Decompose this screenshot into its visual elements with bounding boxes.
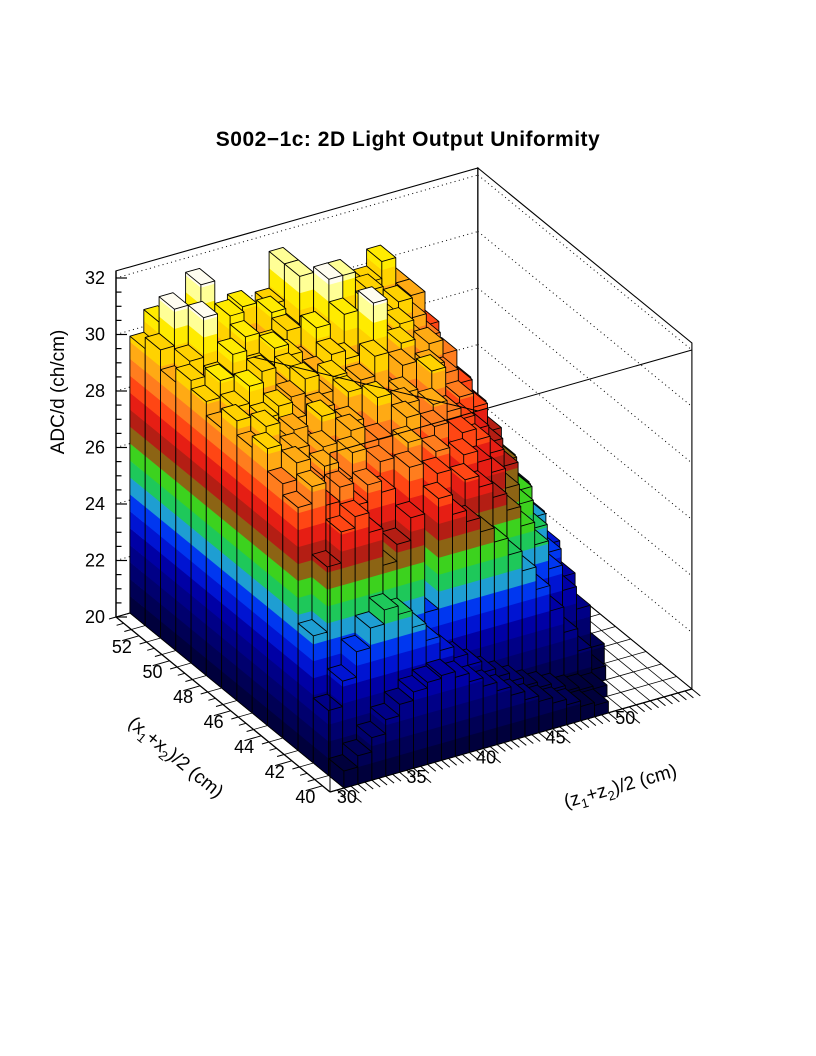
axis-titles: (z1​+z2​)/2 (cm)(x1​+x2​)/2 (cm)ADC/d (c… [48,330,680,816]
svg-text:44: 44 [234,737,254,757]
svg-text:22: 22 [85,551,105,571]
svg-text:40: 40 [295,787,315,807]
frame-overlay-lines [252,349,693,792]
svg-text:45: 45 [546,728,566,748]
svg-text:30: 30 [85,325,105,345]
histogram-bars [129,244,609,789]
svg-text:52: 52 [112,637,132,657]
svg-text:42: 42 [265,762,285,782]
z-axis-title: ADC/d (ch/cm) [48,330,69,455]
svg-text:32: 32 [85,268,105,288]
z-axis: 20 22 24 26 28 30 32 [85,268,127,627]
svg-text:20: 20 [85,607,105,627]
svg-text:46: 46 [204,712,224,732]
y-axis-labels: 40 42 44 46 48 50 52 [112,637,316,807]
svg-text:26: 26 [85,438,105,458]
svg-text:50: 50 [615,708,635,728]
svg-text:35: 35 [406,767,426,787]
svg-text:28: 28 [85,381,105,401]
x-axis-title: (z1​+z2​)/2 (cm) [562,761,680,816]
svg-text:48: 48 [173,687,193,707]
svg-text:50: 50 [142,662,162,682]
svg-text:40: 40 [476,747,496,767]
chart-title: S002−1c: 2D Light Output Uniformity [215,128,601,151]
svg-text:24: 24 [85,494,105,514]
x-axis-labels: 30 35 40 45 50 [337,708,635,807]
svg-text:30: 30 [337,787,357,807]
